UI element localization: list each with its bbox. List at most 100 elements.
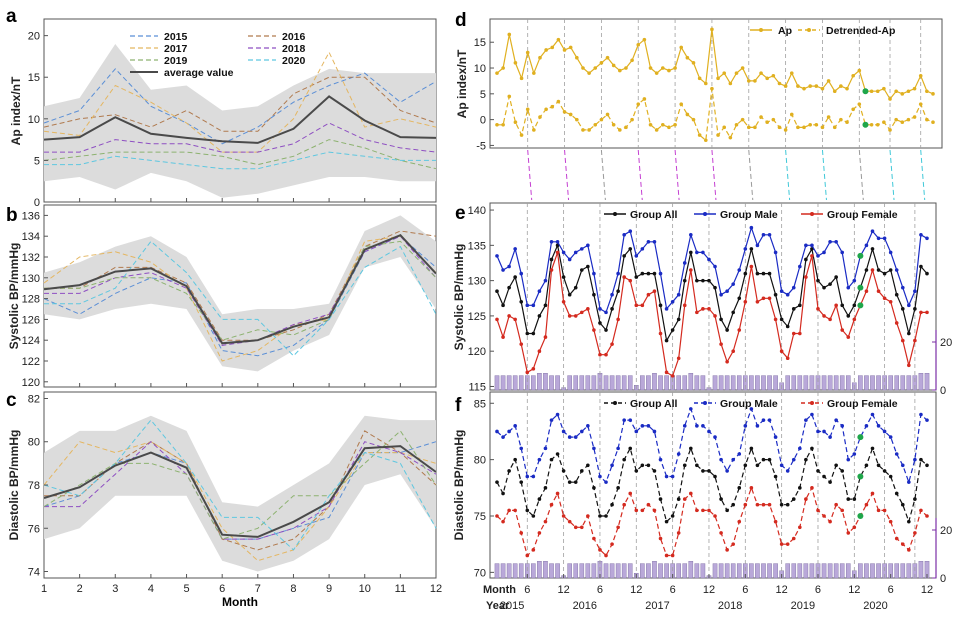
panel-f-point [501, 435, 505, 439]
panel-e-point [701, 278, 705, 283]
panel-a-ylabel: Ap index/nT [9, 76, 23, 145]
panel-f-point [579, 525, 584, 530]
panel-f-point [567, 519, 572, 524]
panel-f-point [725, 508, 729, 513]
panel-e-count-bar [585, 375, 591, 391]
panel-f-point [604, 514, 608, 518]
panel-d-point [562, 48, 567, 52]
month-tick-label: 4 [148, 583, 154, 595]
panel-f-point [701, 508, 705, 513]
legend-label-Group-Male: Group Male [720, 398, 778, 410]
panel-e-count-bar [845, 375, 851, 391]
panel-f-point [876, 463, 881, 468]
panel-d-point [544, 107, 548, 112]
panel-e-point [561, 250, 566, 255]
panel-f-count-bar [615, 563, 621, 579]
panel-e-point [537, 349, 542, 353]
panel-d-point [918, 102, 923, 106]
panel-e-point [864, 243, 869, 248]
panel-e-point [507, 264, 511, 269]
panel-e-point [925, 271, 929, 276]
panel-f-point [604, 480, 608, 484]
panel-e-count-bar [761, 375, 766, 391]
panel-e-point [737, 328, 742, 332]
panel-f-point [761, 502, 766, 507]
panel-e-point [561, 299, 566, 304]
panel-d-point [746, 125, 751, 130]
panel-f-right-tick-label: 0 [940, 573, 946, 585]
panel-e-count-bar [658, 375, 663, 391]
panel-e-point [495, 317, 499, 322]
panel-f-point [567, 435, 572, 439]
panel-f-count-bar [833, 563, 839, 579]
panel-d-point [777, 81, 782, 86]
panel-d-point [624, 125, 628, 130]
panel-e-count-bar [615, 375, 621, 391]
panel-d-point [740, 66, 745, 70]
panel-e-point [773, 250, 778, 255]
separator-connector [564, 149, 570, 201]
panel-e-point [737, 268, 742, 272]
panel-e-count-bar [543, 373, 548, 391]
panel-f-point [719, 531, 723, 535]
year-label: 2018 [718, 600, 742, 612]
panel-d-point [673, 122, 677, 127]
panel-f-point [713, 514, 717, 518]
month-tick-label: 3 [112, 583, 118, 595]
bottom-month-label: 6 [815, 584, 821, 596]
panel-e-count-bar [876, 375, 881, 391]
panel-e-point [652, 289, 657, 294]
panel-e-point [822, 285, 826, 290]
panel-e-point [749, 264, 754, 269]
panel-f-point [816, 469, 820, 473]
panel-e-point [634, 254, 639, 258]
panel-f-point [713, 474, 717, 479]
panel-d-point [525, 107, 530, 112]
panel-d-point [875, 89, 880, 94]
month-tick-label: 11 [395, 583, 406, 595]
panel-f-point [689, 446, 693, 451]
panel-d-letter: d [455, 10, 467, 31]
panel-e-count-bar [912, 375, 918, 391]
panel-f-point [525, 553, 530, 558]
panel-e-point [676, 356, 681, 361]
panel-f-letter: f [455, 395, 462, 416]
panel-e-point [567, 292, 572, 297]
panel-f-point [507, 469, 511, 473]
panel-f-point [634, 429, 639, 434]
panel-f-point [749, 446, 754, 451]
panel-f-point [634, 469, 639, 473]
panel-f-point [810, 412, 814, 417]
panel-e-count-bar [924, 373, 930, 391]
panel-e-point [616, 289, 620, 294]
panel-f-count-bar [609, 563, 615, 579]
bottom-month-label: 12 [921, 584, 933, 596]
panel-f-point [610, 542, 614, 546]
panel-e-point [646, 292, 651, 297]
panel-e-count-bar [767, 375, 772, 391]
panel-f: 0 20 70 75 80 85 Group All Group Male Group Fema… [452, 391, 952, 585]
panel-f-count-bar [712, 563, 718, 579]
panel-f-point [779, 502, 784, 507]
panel-f-point [622, 457, 626, 462]
panel-c-ytick-label: 76 [28, 523, 40, 535]
panel-d-point [501, 66, 505, 70]
month-tick-label: 7 [255, 583, 261, 595]
panel-f-point [495, 480, 499, 484]
panel-d-point [685, 112, 690, 117]
separator-connector [785, 149, 791, 201]
panel-d-point [814, 84, 819, 88]
panel-b-ytick-label: 128 [22, 294, 40, 306]
panel-f-point [586, 514, 590, 518]
panel-e-point [713, 285, 717, 290]
panel-e-point [604, 328, 608, 332]
panel-e-point [870, 268, 875, 272]
panel-e-point [876, 236, 881, 241]
panel-f-point [876, 508, 881, 513]
panel-d-point [575, 117, 579, 122]
panel-f-point [513, 508, 517, 513]
panel-d-point [857, 68, 862, 73]
month-tick-label: 12 [430, 583, 442, 595]
panel-f-point [888, 474, 893, 479]
panel-d-ytick-label: 15 [474, 37, 486, 49]
